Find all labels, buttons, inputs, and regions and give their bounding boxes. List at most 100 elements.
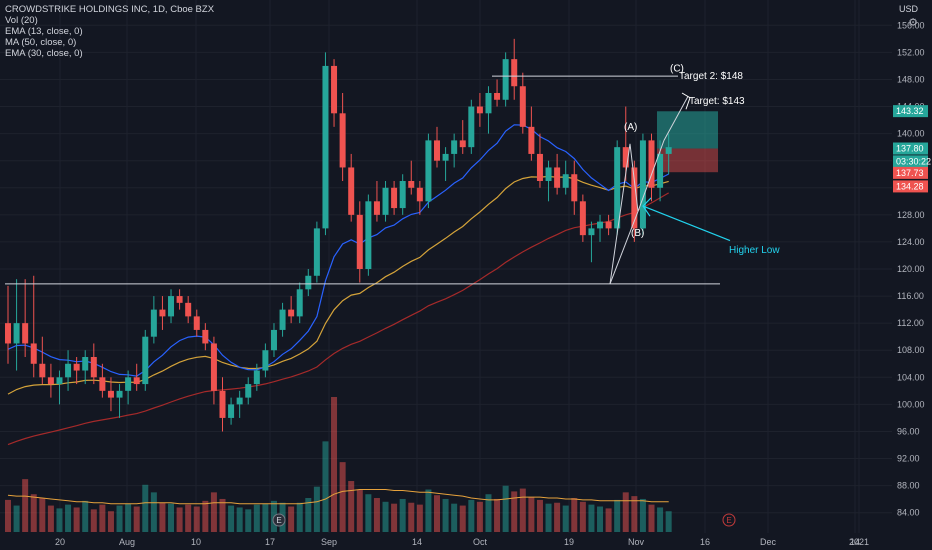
volume-bar	[107, 511, 114, 532]
wave-a-label: (A)	[624, 122, 637, 133]
currency-label[interactable]: USD	[898, 4, 918, 14]
volume-bar	[399, 498, 406, 532]
volume-bar	[219, 498, 226, 532]
volume-bar	[185, 504, 192, 532]
volume-bar	[56, 508, 63, 532]
volume-bar	[125, 503, 132, 532]
candle-body	[305, 275, 312, 290]
volume-bars	[5, 397, 672, 532]
stop-zone	[657, 148, 718, 173]
candle-body	[382, 187, 389, 215]
y-tick-label: 92.00	[897, 454, 920, 464]
volume-bar	[451, 503, 458, 532]
candle-body	[365, 201, 372, 269]
volume-bar	[468, 499, 475, 532]
candle-body	[408, 181, 415, 188]
candle-body	[245, 384, 252, 398]
chart-grid	[0, 0, 892, 533]
x-tick-label: 17	[265, 537, 275, 547]
candle-body	[202, 329, 209, 344]
volume-bar	[133, 506, 140, 532]
candle-body	[159, 309, 166, 317]
volume-bar	[365, 494, 372, 532]
volume-bar	[5, 499, 11, 532]
volume-bar	[210, 492, 217, 532]
volume-bar	[476, 501, 483, 532]
candle-body	[30, 343, 37, 364]
candle-body	[90, 357, 97, 378]
candle-body	[5, 323, 11, 344]
candlesticks	[5, 38, 672, 432]
earnings-marker-icon	[722, 513, 736, 527]
volume-bar	[193, 506, 200, 532]
legend-ema13[interactable]: EMA (13, close, 0)	[5, 26, 83, 37]
candle-body	[476, 106, 483, 114]
y-tick-label: 112.00	[897, 318, 924, 328]
volume-bar	[39, 498, 46, 532]
y-tick-label: 104.00	[897, 372, 925, 382]
candle-body	[665, 147, 672, 154]
volume-bar	[245, 509, 252, 532]
arrow-head	[681, 92, 691, 110]
candle-body	[99, 377, 106, 391]
legend-ma50[interactable]: MA (50, close, 0)	[5, 37, 77, 48]
candle-body	[236, 397, 243, 405]
candle-body	[571, 174, 578, 202]
y-tick-label: 116.00	[897, 291, 924, 301]
candle-body	[253, 370, 260, 385]
volume-bar	[665, 511, 672, 532]
legend-vol[interactable]: Vol (20)	[5, 15, 38, 26]
candle-body	[296, 289, 303, 317]
x-tick-label: Nov	[628, 537, 645, 547]
indicator-legend: CROWDSTRIKE HOLDINGS INC, 1D, Cboe BZX V…	[5, 4, 214, 59]
candle-body	[562, 174, 569, 188]
volume-bar	[536, 499, 543, 532]
candle-body	[588, 228, 595, 236]
candle-body	[262, 350, 269, 371]
volume-bar	[99, 504, 106, 532]
candle-body	[168, 296, 175, 317]
volume-bar	[519, 488, 526, 532]
drawings: Target 2: $148 Target: $143 (C) (A) (B) Highe…	[5, 63, 780, 527]
candle-body	[219, 390, 226, 418]
volume-bar	[236, 507, 243, 532]
volume-bar	[485, 494, 492, 532]
price-label-box	[893, 180, 928, 193]
candle-body	[519, 86, 526, 127]
candle-body	[631, 167, 638, 229]
volume-bar	[13, 505, 20, 532]
y-tick-label: 120.00	[897, 264, 925, 274]
candle-body	[545, 167, 552, 181]
wave-c-label: (C)	[670, 63, 684, 74]
gear-icon[interactable]: ⚙	[908, 17, 918, 29]
volume-bar	[331, 397, 338, 532]
legend-ema30[interactable]: EMA (30, close, 0)	[5, 48, 83, 59]
x-tick-label: 20	[55, 537, 65, 547]
x-tick-label: Dec	[760, 537, 777, 547]
candle-body	[579, 201, 586, 236]
x-tick-label: 14	[850, 537, 860, 547]
candle-body	[434, 140, 440, 161]
volume-bar	[648, 504, 655, 532]
volume-bar	[622, 492, 629, 532]
ma50-line	[7, 192, 670, 446]
volume-bar	[47, 505, 54, 532]
higher-low-arrow-head	[642, 197, 652, 217]
volume-bar	[262, 503, 269, 532]
candle-body	[270, 329, 277, 351]
volume-bar	[65, 504, 72, 532]
candle-body	[485, 93, 492, 114]
higher-low-label: Higher Low	[729, 245, 780, 256]
volume-bar	[73, 507, 80, 532]
candle-body	[502, 59, 509, 100]
earnings-marker-label: E	[276, 516, 281, 525]
candle-body	[425, 140, 432, 202]
candle-body	[313, 228, 320, 276]
candle-body	[228, 404, 235, 418]
candle-body	[605, 221, 612, 229]
volume-bar	[657, 507, 664, 532]
volume-bar	[442, 498, 449, 532]
volume-bar	[528, 497, 535, 532]
candle-body	[133, 377, 140, 385]
